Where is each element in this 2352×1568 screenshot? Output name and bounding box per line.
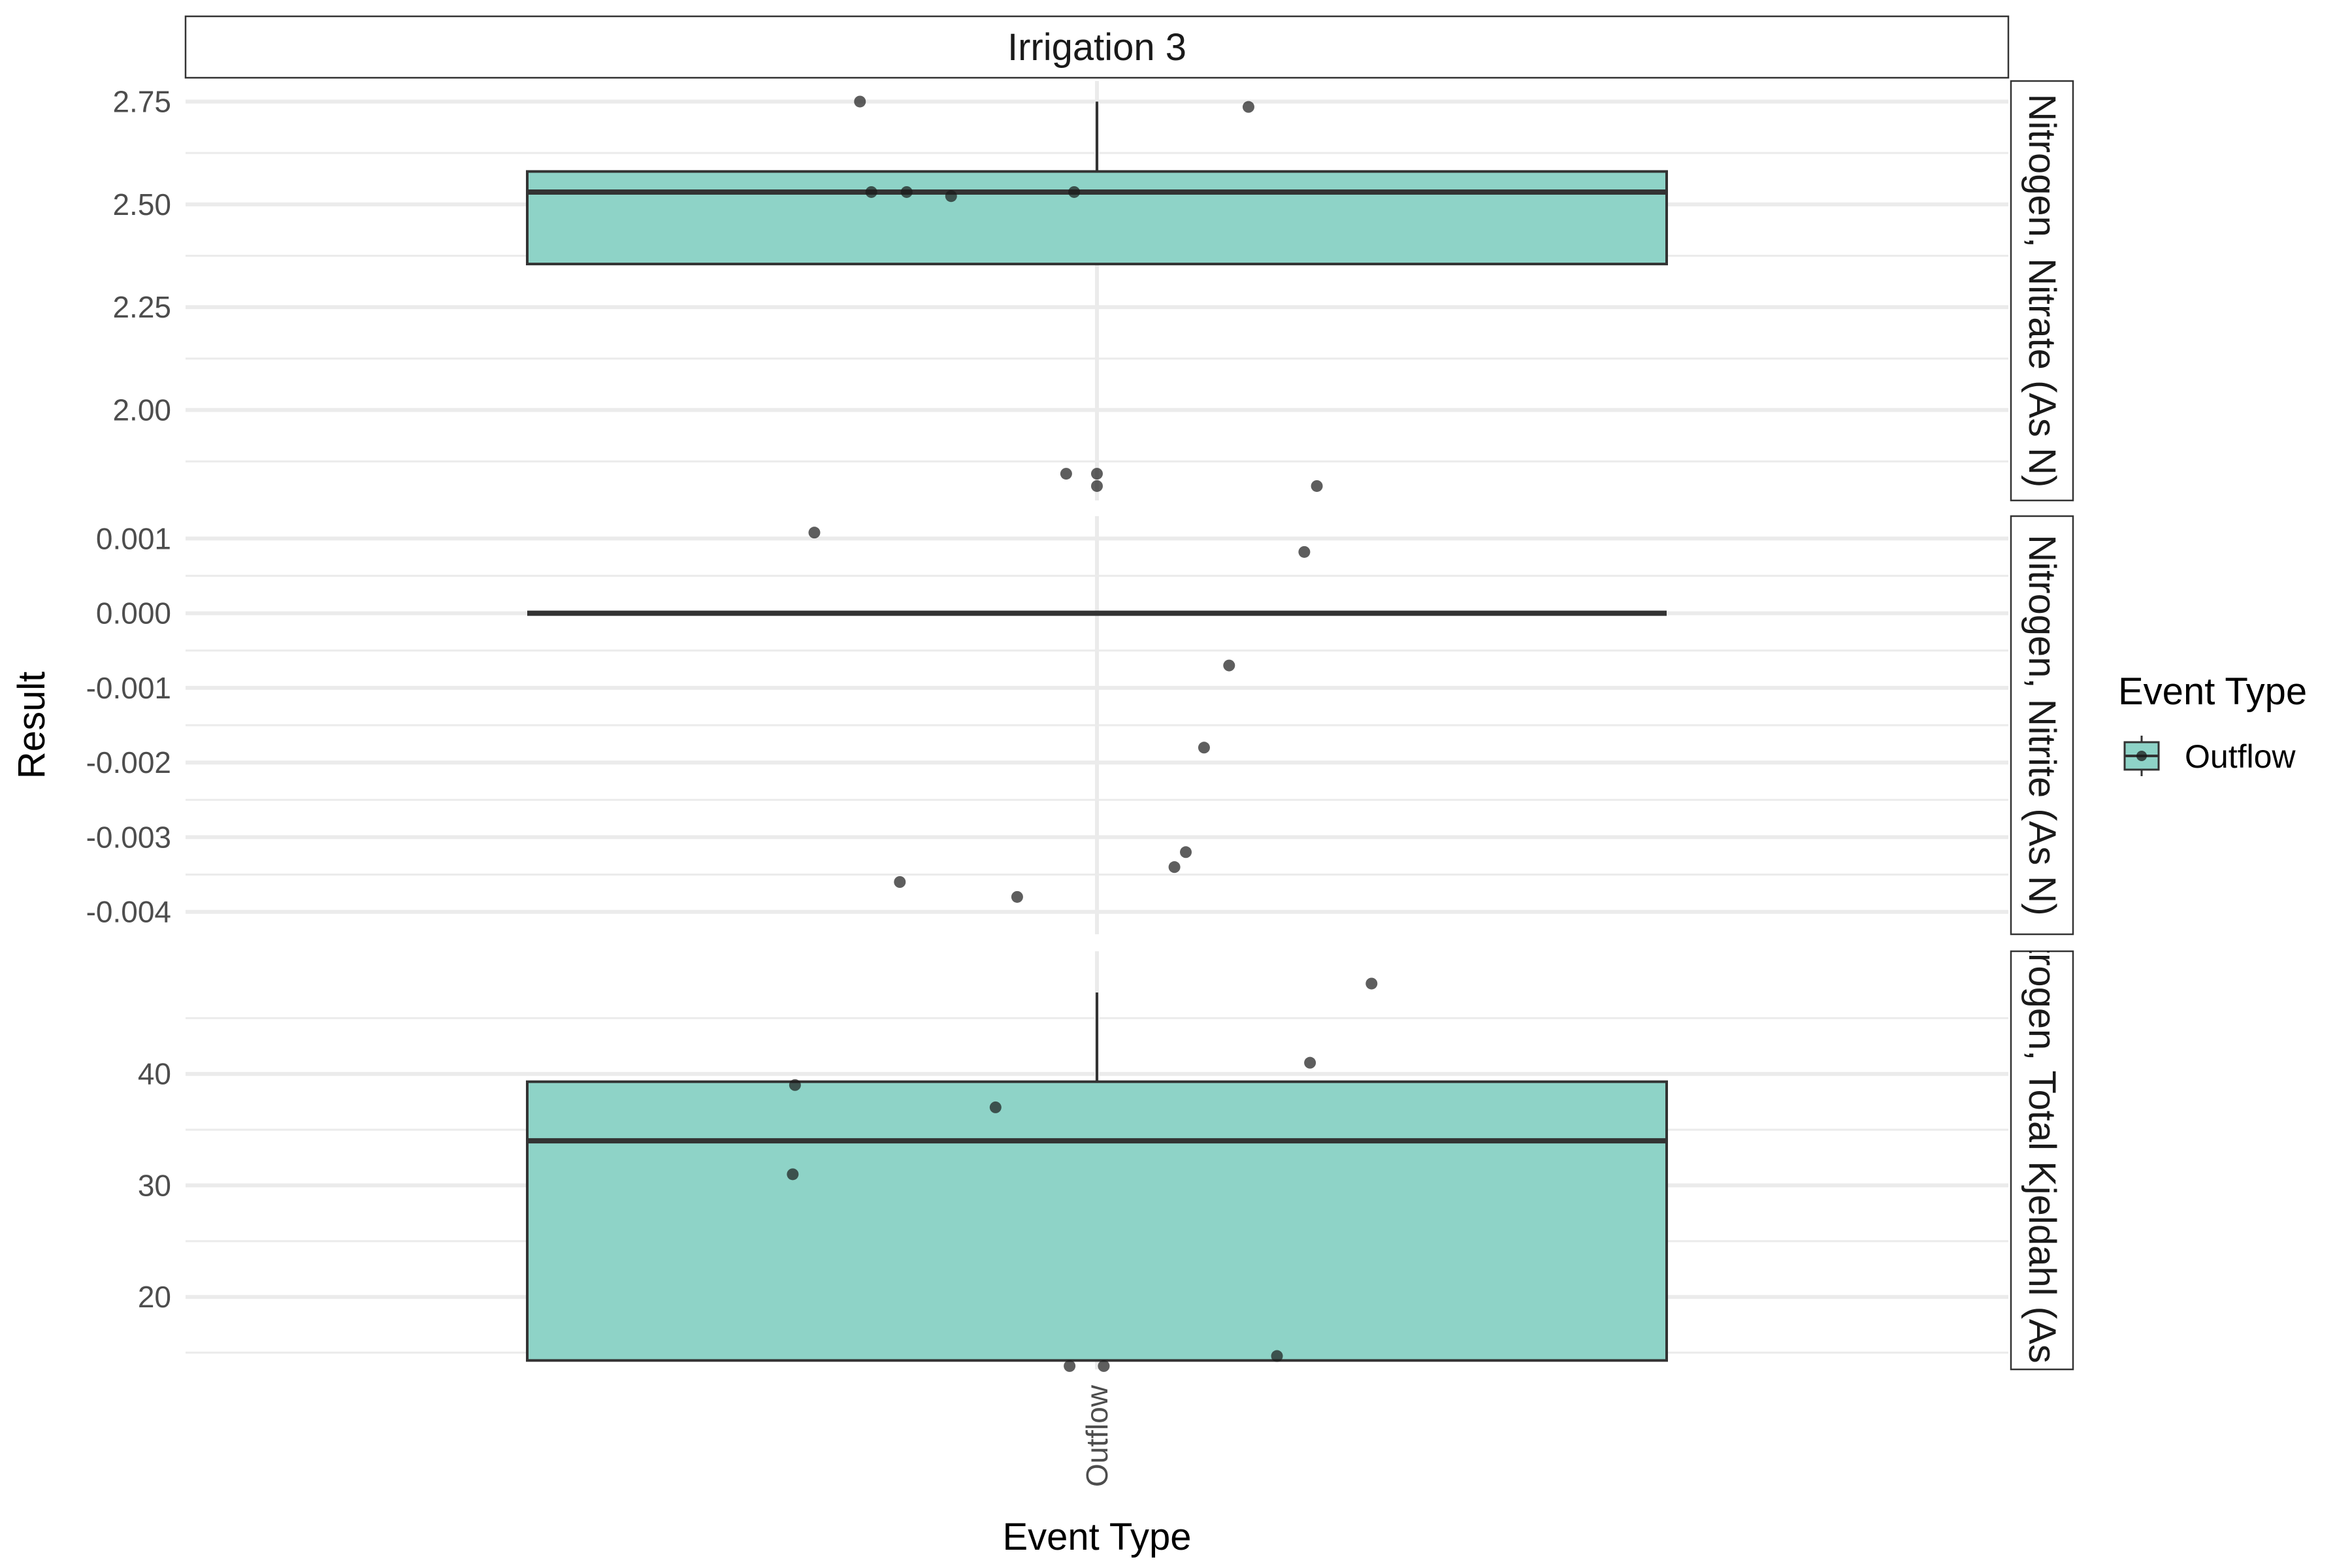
data-point: [1304, 1056, 1316, 1069]
data-point: [1091, 468, 1103, 480]
x-tick-label: Outflow: [1080, 1384, 1114, 1487]
data-point: [900, 186, 913, 198]
facet-strip-row: [2010, 80, 2074, 502]
data-point: [1242, 101, 1254, 113]
facet-row-label: Nitrogen, Nitrate (As N): [2021, 94, 2063, 488]
data-point: [1223, 659, 1235, 672]
data-point: [945, 190, 957, 203]
data-point: [1311, 480, 1323, 492]
panel-1: 2.00 2.25 2.50 2.75 Nitrogen, Nitrate (As N): [112, 80, 2074, 502]
strip-text-group: Nitrogen, Total Kjeldahl (As N): [2021, 907, 2063, 1414]
data-point: [1180, 846, 1192, 858]
legend-entry-outflow: Outflow: [2185, 738, 2296, 775]
data-point: [1091, 480, 1103, 492]
panels: 2.00 2.25 2.50 2.75 Nitrogen, Nitrate (As N)…: [86, 80, 2074, 1414]
box: [526, 1080, 1668, 1362]
data-point: [1298, 546, 1311, 558]
x-axis-title: Event Type: [1002, 1516, 1191, 1558]
y-tick-label: 2.00: [112, 393, 171, 427]
facet-row-label: Nitrogen, Total Kjeldahl (As N): [2021, 907, 2063, 1414]
y-tick-label: 0.001: [96, 521, 171, 555]
facet-strip-row: [2010, 515, 2074, 936]
facet-strip-top: [184, 15, 2010, 79]
y-tick-label: -0.003: [86, 820, 171, 854]
strip-text-group: Nitrogen, Nitrite (As N): [2021, 534, 2063, 915]
y-axis-title: Result: [10, 672, 53, 779]
legend-key-point: [2136, 751, 2147, 761]
y-tick-label: 2.25: [112, 290, 171, 324]
data-point: [1168, 861, 1181, 874]
y-tick-label: -0.001: [86, 671, 171, 705]
y-tick-label: 2.75: [112, 84, 171, 118]
data-point: [1011, 890, 1023, 903]
facet-strip-row: [2010, 950, 2074, 1371]
y-tick-label: 0.000: [96, 596, 171, 630]
data-point: [1068, 186, 1081, 198]
data-point: [865, 186, 877, 198]
data-point: [787, 1168, 799, 1181]
legend-key: [2123, 736, 2160, 776]
data-point: [1098, 1360, 1110, 1372]
panel-2: -0.004 -0.003 -0.002 -0.001 0.000 0.001 Nitrog…: [86, 515, 2074, 936]
box: [526, 170, 1668, 266]
legend: Event Type Outflow: [2118, 670, 2307, 776]
data-point: [1064, 1360, 1076, 1372]
data-point: [894, 876, 906, 888]
data-point: [789, 1079, 801, 1091]
data-point: [808, 527, 821, 539]
y-tick-label: 30: [138, 1168, 171, 1202]
y-tick-label: -0.002: [86, 745, 171, 779]
data-point: [1060, 468, 1072, 480]
legend-title: Event Type: [2118, 670, 2307, 713]
y-tick-label: 2.50: [112, 188, 171, 221]
data-point: [1271, 1350, 1283, 1362]
data-point: [989, 1101, 1002, 1113]
facet-strip-label: Irrigation 3: [1007, 26, 1186, 69]
data-point: [1365, 977, 1378, 990]
y-tick-label: -0.004: [86, 895, 171, 929]
data-point: [1198, 742, 1210, 754]
panel-3: 20 30 40 Nitrogen, Total Kjeldahl (As N): [138, 907, 2074, 1414]
data-point: [854, 95, 866, 108]
y-tick-label: 20: [138, 1280, 171, 1314]
strip-text-group: Nitrogen, Nitrate (As N): [2021, 94, 2063, 488]
facet-row-label: Nitrogen, Nitrite (As N): [2021, 534, 2063, 915]
y-tick-label: 40: [138, 1057, 171, 1091]
